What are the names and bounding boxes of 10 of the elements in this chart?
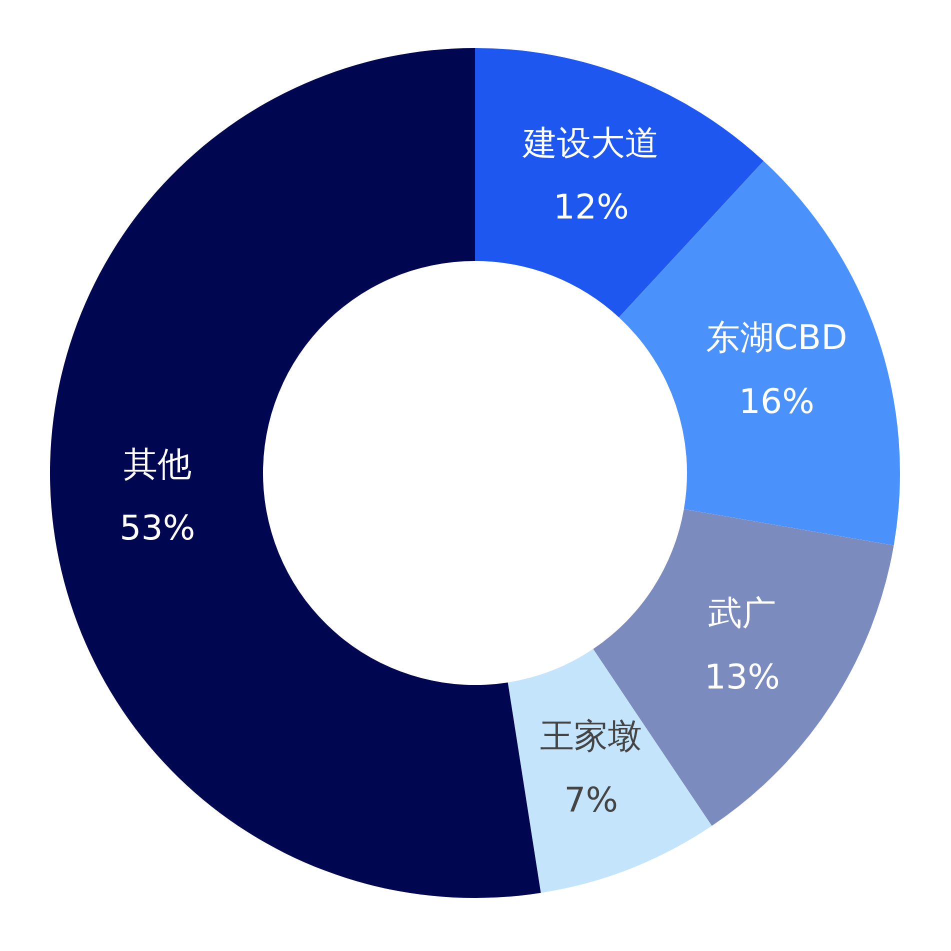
data-label: 16% [738, 382, 814, 422]
data-label: 13% [704, 657, 780, 698]
data-label: 53% [120, 508, 196, 549]
slice-label: 其他 [123, 444, 192, 485]
slice-label: 建设大道 [522, 123, 660, 164]
slice-label: 王家墩 [540, 716, 642, 757]
slice-label: 武广 [708, 593, 776, 634]
slice-label: 东湖CBD [706, 318, 848, 358]
data-label: 12% [553, 187, 629, 228]
data-label: 7% [564, 780, 618, 821]
